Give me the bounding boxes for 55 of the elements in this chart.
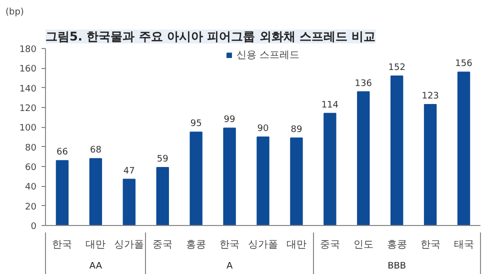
x-tick-label: 한국 [420,240,440,250]
y-tick-label: 100 [19,124,37,134]
bar [457,72,470,226]
bar [56,160,69,226]
data-label: 95 [190,119,202,130]
x-tick-label: 중국 [320,240,340,250]
bar [324,112,336,226]
y-tick-label: 40 [25,182,37,193]
data-label: 59 [156,154,169,164]
chart-title: 그림5. 한국물과 주요 아시아 피어그룹 외화채 스프레드 비교 [46,30,376,44]
text: A [226,262,234,272]
y-tick-label: 180 [19,45,37,55]
data-label: 152 [388,63,406,74]
bar [390,76,404,226]
x-tick-label: 한국 [52,240,72,250]
x-tick-label: 한국 [220,240,240,250]
x-tick-label: 인도 [353,240,374,250]
data-label: 136 [354,78,372,89]
bar [89,158,102,226]
x-tick-label: 대만 [286,240,306,250]
data-label: 123 [422,92,439,102]
bar [223,128,236,226]
data-label: 68 [90,146,102,156]
text: BBB [388,262,406,272]
data-label: 90 [257,124,269,134]
x-tick-label: 홍콩 [386,240,407,250]
y-tick-label: 0 [30,222,37,232]
x-tick-label: 싱가폴 [114,240,144,250]
data-label: 89 [290,124,302,135]
x-tick-label: 홍콩 [186,240,206,250]
data-label: 47 [123,166,135,176]
y-tick-label: 120 [19,104,37,114]
x-tick-label: 싱가폴 [248,240,278,250]
bar [156,166,169,226]
bar [190,132,202,226]
x-tick-label: 중국 [152,240,173,250]
y-tick-label: 80 [25,143,37,154]
y-tick-label: 160 [19,64,37,75]
data-label: 156 [455,59,473,70]
bar [122,178,136,226]
bar [357,91,370,226]
text: AA [89,262,103,272]
data-label: 66 [56,148,68,158]
y-tick-label: 20 [25,202,37,212]
y-axis-title: (bp) [6,8,24,18]
bar [424,104,437,226]
bar [290,137,303,226]
bar [256,136,270,226]
data-label: 114 [321,100,339,110]
y-tick-label: 60 [25,163,37,173]
data-label: 99 [224,115,236,126]
x-tick-label: 태국 [454,240,474,250]
y-tick-label: 140 [19,84,37,94]
legend-label: 신용 스프레드 [236,49,300,62]
x-tick-label: 대만 [86,240,106,250]
